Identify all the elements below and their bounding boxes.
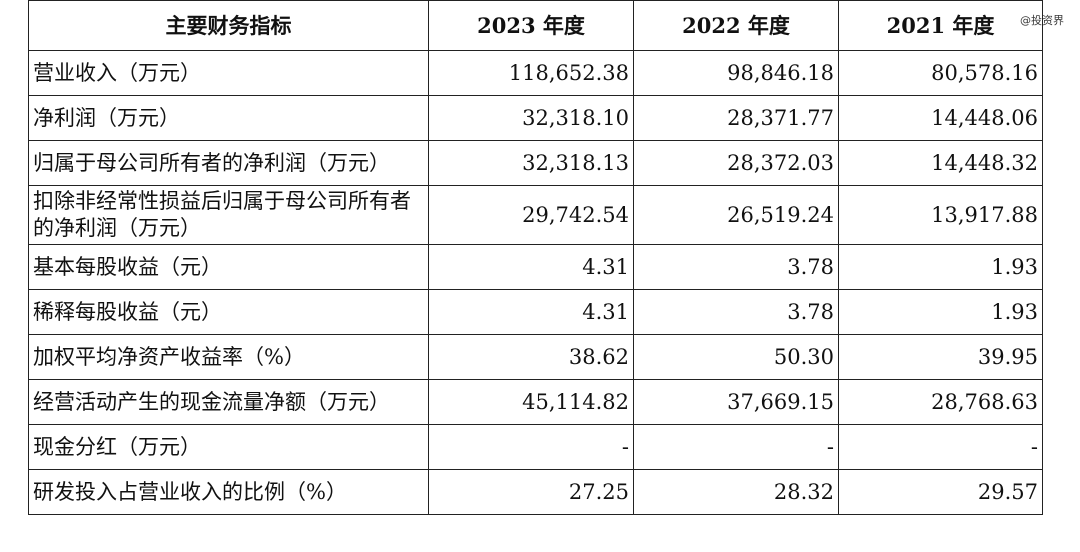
value-2022: 28,371.77 [633,95,839,141]
value-2023: 4.31 [428,289,634,335]
value-2022: 3.78 [633,244,839,290]
value-2023: 27.25 [428,469,634,515]
table-row: 加权平均净资产收益率（%） 38.62 50.30 39.95 [28,334,1043,380]
row-label: 经营活动产生的现金流量净额（万元） [28,379,429,425]
table-row: 营业收入（万元） 118,652.38 98,846.18 80,578.16 [28,50,1043,96]
value-2021: 28,768.63 [838,379,1043,425]
value-2021: 1.93 [838,244,1043,290]
value-2022: 3.78 [633,289,839,335]
row-label: 研发投入占营业收入的比例（%） [28,469,429,515]
value-2022: 28,372.03 [633,140,839,186]
value-2022: 50.30 [633,334,839,380]
table-row: 现金分红（万元） - - - [28,424,1043,470]
header-row: 主要财务指标 2023 年度 2022 年度 2021 年度 [28,0,1043,51]
table-row: 基本每股收益（元） 4.31 3.78 1.93 [28,244,1043,290]
table-row: 归属于母公司所有者的净利润（万元） 32,318.13 28,372.03 14… [28,140,1043,186]
row-label: 现金分红（万元） [28,424,429,470]
header-2023: 2023 年度 [428,0,634,51]
value-2021: 1.93 [838,289,1043,335]
value-2023: 45,114.82 [428,379,634,425]
value-2023: 118,652.38 [428,50,634,96]
value-2021: 14,448.32 [838,140,1043,186]
header-2021: 2021 年度 [838,0,1043,51]
table-row: 扣除非经常性损益后归属于母公司所有者的净利润（万元） 29,742.54 26,… [28,185,1043,245]
value-2023: 32,318.10 [428,95,634,141]
value-2022: - [633,424,839,470]
row-label: 扣除非经常性损益后归属于母公司所有者的净利润（万元） [28,185,429,245]
row-label: 营业收入（万元） [28,50,429,96]
table-row: 稀释每股收益（元） 4.31 3.78 1.93 [28,289,1043,335]
value-2021: 80,578.16 [838,50,1043,96]
financial-indicators-table: 主要财务指标 2023 年度 2022 年度 2021 年度 营业收入（万元） … [28,0,1043,515]
value-2022: 37,669.15 [633,379,839,425]
value-2022: 28.32 [633,469,839,515]
value-2022: 98,846.18 [633,50,839,96]
value-2023: - [428,424,634,470]
value-2021: - [838,424,1043,470]
table-row: 研发投入占营业收入的比例（%） 27.25 28.32 29.57 [28,469,1043,515]
value-2021: 39.95 [838,334,1043,380]
row-label: 加权平均净资产收益率（%） [28,334,429,380]
value-2021: 29.57 [838,469,1043,515]
row-label: 基本每股收益（元） [28,244,429,290]
value-2021: 14,448.06 [838,95,1043,141]
table-row: 净利润（万元） 32,318.10 28,371.77 14,448.06 [28,95,1043,141]
value-2023: 29,742.54 [428,185,634,245]
row-label: 稀释每股收益（元） [28,289,429,335]
value-2023: 4.31 [428,244,634,290]
row-label: 净利润（万元） [28,95,429,141]
value-2021: 13,917.88 [838,185,1043,245]
header-indicator: 主要财务指标 [28,0,429,51]
value-2022: 26,519.24 [633,185,839,245]
value-2023: 38.62 [428,334,634,380]
header-2022: 2022 年度 [633,0,839,51]
row-label: 归属于母公司所有者的净利润（万元） [28,140,429,186]
value-2023: 32,318.13 [428,140,634,186]
table-row: 经营活动产生的现金流量净额（万元） 45,114.82 37,669.15 28… [28,379,1043,425]
